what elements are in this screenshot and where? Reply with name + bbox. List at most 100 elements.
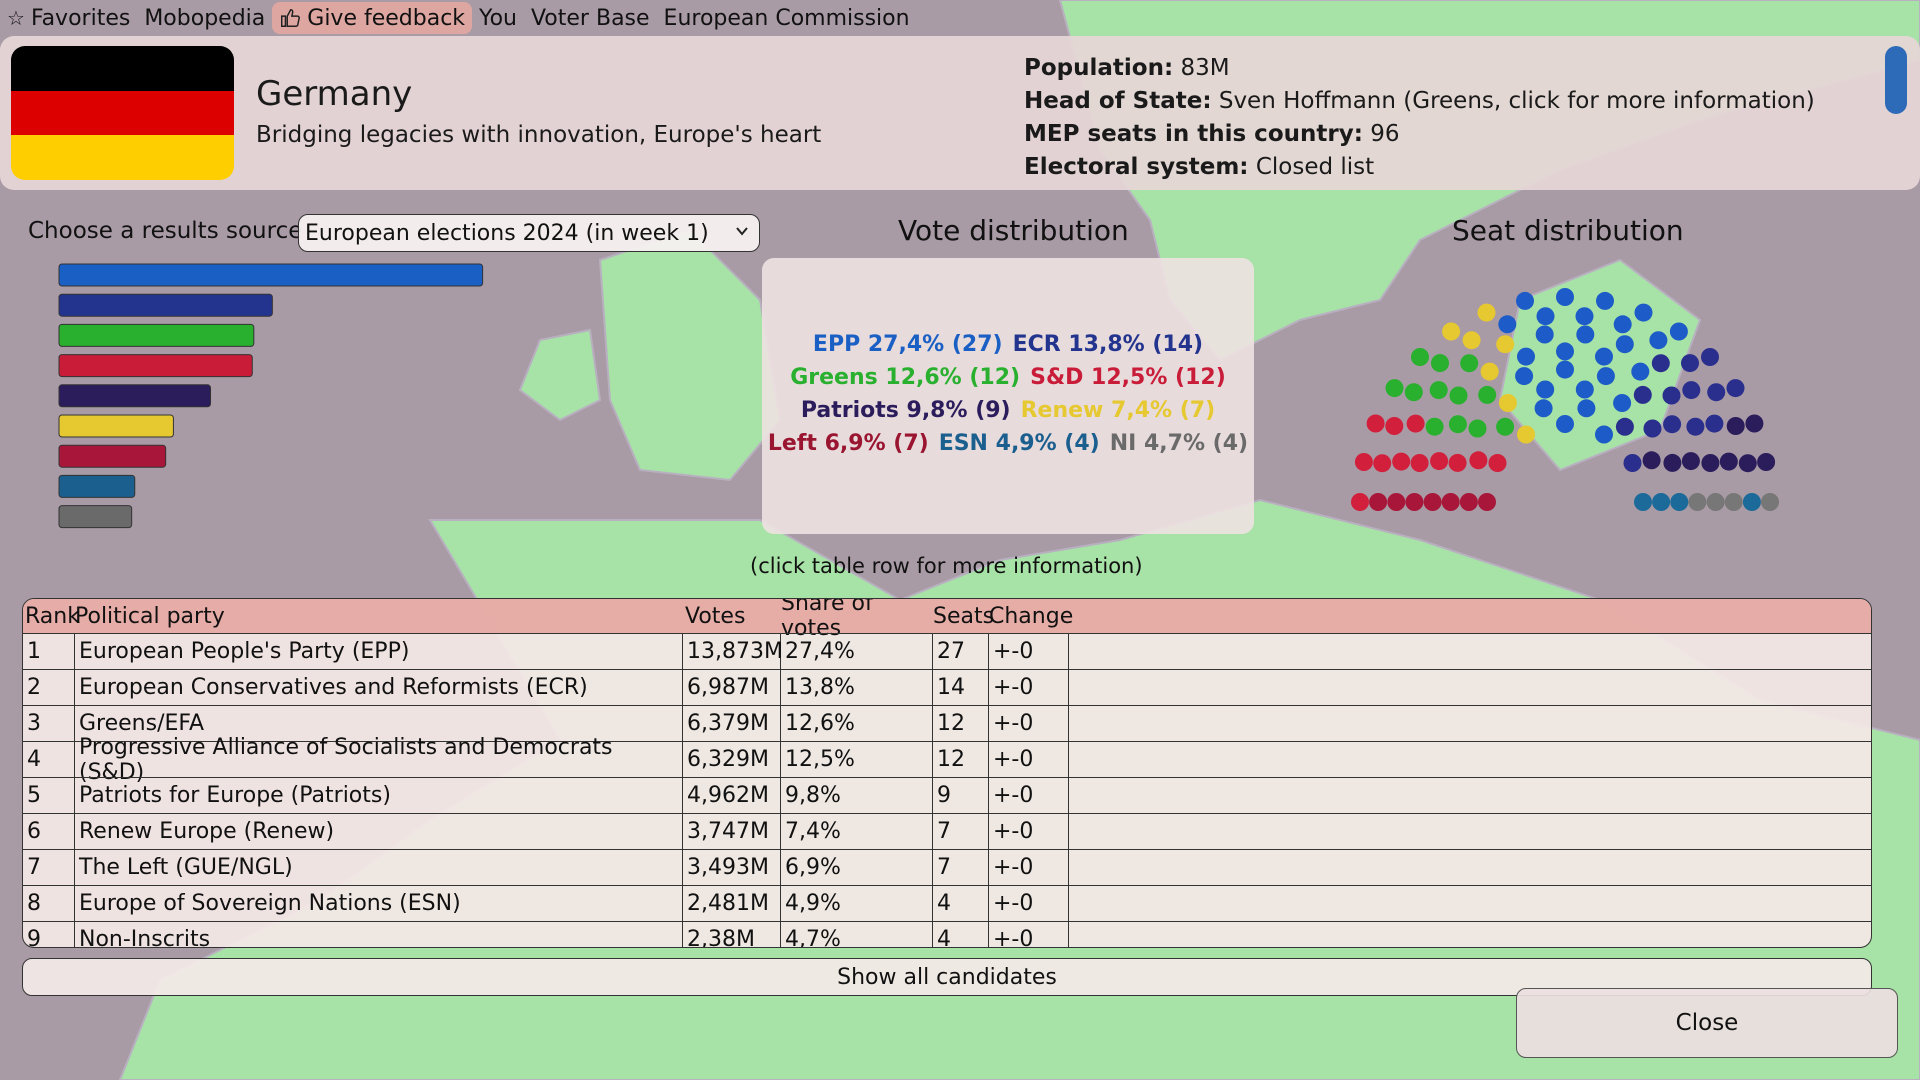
vote-distribution-title: Vote distribution: [898, 214, 1129, 247]
seat-epp: [1556, 342, 1574, 361]
seat-sd: [1488, 454, 1507, 472]
legend-entry: Greens 12,6% (12): [790, 365, 1021, 390]
seat-patriots: [1745, 414, 1764, 433]
table-row[interactable]: 1 European People's Party (EPP) 13,873M 27,…: [23, 633, 1871, 669]
table-row[interactable]: 9 Non-Inscrits 2,38M 4,7% 4 +-0: [23, 921, 1871, 947]
seat-esn: [1634, 493, 1652, 511]
cell-votes: 4,962M: [683, 778, 781, 813]
electoral-system-fact: Electoral system: Closed list: [1024, 151, 1815, 184]
table-row[interactable]: 6 Renew Europe (Renew) 3,747M 7,4% 7 +-0: [23, 813, 1871, 849]
seat-renew: [1498, 394, 1517, 412]
cell-share: 4,9%: [781, 886, 933, 921]
menu-mobopedia[interactable]: Mobopedia: [137, 2, 272, 34]
cell-rank: 4: [23, 742, 75, 777]
electoral-system-value: Closed list: [1255, 154, 1375, 180]
bar-sd: [58, 354, 253, 378]
header-votes: Votes: [685, 603, 746, 629]
cell-rank: 7: [23, 850, 75, 885]
menu-feedback-label: Give feedback: [307, 5, 466, 31]
close-button[interactable]: Close: [1516, 988, 1898, 1058]
cell-rank: 5: [23, 778, 75, 813]
cell-party: Progressive Alliance of Socialists and D…: [75, 735, 683, 785]
seat-epp: [1515, 367, 1534, 386]
seat-greens: [1448, 415, 1467, 434]
cell-share: 27,4%: [781, 634, 933, 669]
seat-greens: [1404, 383, 1423, 402]
seat-renew: [1496, 335, 1515, 354]
cell-change: +-0: [989, 670, 1069, 705]
menu-commission-label: European Commission: [663, 5, 910, 31]
bar-greens: [58, 323, 255, 347]
seat-ni: [1706, 493, 1725, 511]
menu-you[interactable]: You: [472, 2, 524, 34]
menu-mobopedia-label: Mobopedia: [144, 5, 266, 31]
seat-ecr: [1701, 348, 1719, 366]
cell-votes: 3,747M: [683, 814, 781, 849]
seat-ni: [1761, 493, 1779, 511]
cell-seats: 7: [933, 850, 989, 885]
country-header: Germany Bridging legacies with innovatio…: [0, 36, 1920, 190]
seat-greens: [1425, 417, 1444, 436]
cell-rank: 8: [23, 886, 75, 921]
legend-entry: EPP 27,4% (27): [812, 332, 1003, 357]
legend-entry: ECR 13,8% (14): [1012, 332, 1204, 357]
cell-share: 13,8%: [781, 670, 933, 705]
results-source-select[interactable]: European elections 2024 (in week 1): [298, 214, 760, 252]
head-of-state-fact[interactable]: Head of State: Sven Hoffmann (Greens, cl…: [1024, 85, 1815, 118]
menu-european-commission[interactable]: European Commission: [657, 2, 917, 34]
results-table: Rank Political party Votes Share of vote…: [22, 598, 1872, 948]
table-row[interactable]: 2 European Conservatives and Reformists (…: [23, 669, 1871, 705]
scrollbar-thumb[interactable]: [1885, 46, 1907, 114]
seat-esn: [1742, 493, 1761, 511]
seat-epp: [1575, 307, 1594, 326]
legend-entry: ESN 4,9% (4): [938, 431, 1100, 456]
table-row[interactable]: 7 The Left (GUE/NGL) 3,493M 6,9% 7 +-0: [23, 849, 1871, 885]
cell-party: The Left (GUE/NGL): [75, 850, 683, 885]
cell-share: 12,5%: [781, 742, 933, 777]
cell-change: +-0: [989, 850, 1069, 885]
menu-give-feedback[interactable]: Give feedback: [272, 2, 473, 34]
cell-votes: 2,38M: [683, 922, 781, 947]
vote-distribution-legend: EPP 27,4% (27) ECR 13,8% (14) Greens 12,6%…: [762, 328, 1254, 460]
cell-share: 12,6%: [781, 706, 933, 741]
cell-share: 9,8%: [781, 778, 933, 813]
cell-seats: 27: [933, 634, 989, 669]
cell-rank: 2: [23, 670, 75, 705]
bar-left: [58, 444, 167, 468]
cell-votes: 13,873M: [683, 634, 783, 669]
seat-sd: [1354, 453, 1373, 471]
seat-ecr: [1643, 419, 1662, 438]
seat-sd: [1430, 452, 1449, 471]
seat-epp: [1596, 367, 1615, 386]
seat-sd: [1366, 414, 1385, 433]
head-of-state-value[interactable]: Sven Hoffmann (Greens, click for more in…: [1218, 88, 1815, 114]
table-row[interactable]: 3 Greens/EFA 6,379M 12,6% 12 +-0: [23, 705, 1871, 741]
table-row[interactable]: 5 Patriots for Europe (Patriots) 4,962M 9,8…: [23, 777, 1871, 813]
seat-ecr: [1705, 414, 1724, 433]
header-party: Political party: [75, 603, 225, 629]
seat-patriots: [1701, 454, 1720, 472]
cell-rank: 3: [23, 706, 75, 741]
seat-left: [1387, 493, 1406, 511]
seat-left: [1369, 493, 1388, 511]
seat-ecr: [1662, 386, 1681, 405]
menu-favorites[interactable]: ☆ Favorites: [0, 2, 137, 34]
table-row[interactable]: 8 Europe of Sovereign Nations (ESN) 2,481M…: [23, 885, 1871, 921]
seat-greens: [1411, 348, 1429, 366]
cell-rank: 6: [23, 814, 75, 849]
legend-entry: Renew 7,4% (7): [1020, 398, 1216, 423]
head-of-state-label: Head of State:: [1024, 88, 1212, 114]
seat-sd: [1373, 454, 1392, 473]
table-row[interactable]: 4 Progressive Alliance of Socialists and …: [23, 735, 1871, 785]
menu-voter-base[interactable]: Voter Base: [524, 2, 657, 34]
cell-seats: 12: [933, 706, 989, 741]
menu-voter-base-label: Voter Base: [530, 5, 650, 31]
seat-ecr: [1651, 354, 1670, 373]
seat-renew: [1462, 331, 1481, 350]
seat-sd: [1469, 451, 1488, 470]
cell-seats: 14: [933, 670, 989, 705]
cell-party: Europe of Sovereign Nations (ESN): [75, 886, 683, 921]
seat-epp: [1576, 325, 1595, 344]
seat-ni: [1688, 493, 1707, 511]
cell-change: +-0: [989, 814, 1069, 849]
